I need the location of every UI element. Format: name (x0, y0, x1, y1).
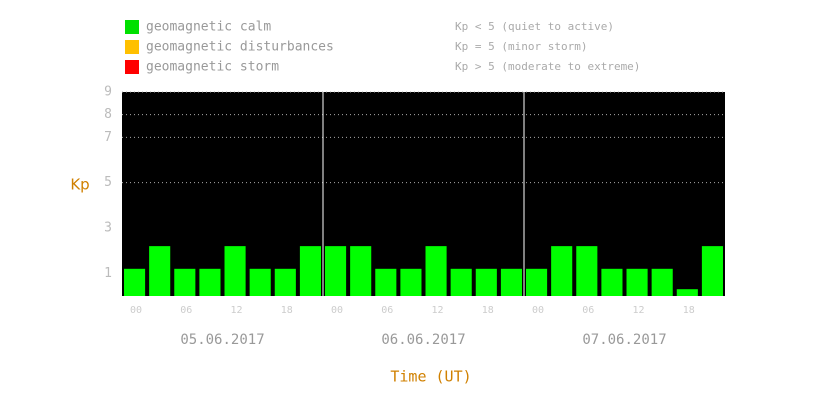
bar (601, 268, 623, 296)
legend-label: geomagnetic disturbances (146, 40, 334, 55)
bar (475, 268, 497, 296)
y-tick-label: 5 (104, 175, 112, 190)
legend-swatch (125, 20, 139, 34)
bar (124, 268, 146, 296)
bar (626, 268, 648, 296)
x-axis-label: Time (UT) (390, 368, 471, 386)
bar (576, 246, 598, 296)
legend-label: geomagnetic calm (146, 20, 271, 35)
legend-label: geomagnetic storm (146, 60, 279, 75)
bar (350, 246, 372, 296)
time-label: 12 (231, 305, 243, 316)
time-label: 00 (130, 305, 142, 316)
bar (375, 268, 397, 296)
legend-note: Kp < 5 (quiet to active) (455, 20, 614, 33)
day-label: 05.06.2017 (180, 332, 264, 348)
bar (425, 246, 447, 296)
time-label: 06 (381, 305, 393, 316)
bar (149, 246, 171, 296)
bar (651, 268, 673, 296)
bar (299, 246, 321, 296)
bar (500, 268, 522, 296)
time-label: 18 (482, 305, 494, 316)
bar (174, 268, 196, 296)
bar (701, 246, 723, 296)
time-label: 06 (582, 305, 594, 316)
bar (676, 289, 698, 296)
plot-area (122, 92, 725, 296)
time-label: 06 (180, 305, 192, 316)
legend-swatch (125, 40, 139, 54)
bar (526, 268, 548, 296)
y-tick-label: 9 (104, 85, 112, 100)
bar (274, 268, 296, 296)
day-label: 06.06.2017 (381, 332, 465, 348)
time-label: 18 (281, 305, 293, 316)
bar (249, 268, 271, 296)
legend-note: Kp = 5 (minor storm) (455, 40, 587, 53)
legend-swatch (125, 60, 139, 74)
y-tick-label: 1 (104, 266, 112, 281)
y-tick-label: 3 (104, 221, 112, 236)
bar (450, 268, 472, 296)
time-label: 12 (633, 305, 645, 316)
time-label: 18 (683, 305, 695, 316)
bar (199, 268, 221, 296)
bar (325, 246, 347, 296)
bar (400, 268, 422, 296)
time-label: 12 (432, 305, 444, 316)
bar (224, 246, 246, 296)
legend-note: Kp > 5 (moderate to extreme) (455, 60, 640, 73)
y-tick-label: 8 (104, 107, 112, 122)
y-tick-label: 7 (104, 130, 112, 145)
time-label: 00 (532, 305, 544, 316)
bar (551, 246, 573, 296)
time-label: 00 (331, 305, 343, 316)
day-label: 07.06.2017 (582, 332, 666, 348)
y-axis-label: Kp (70, 176, 89, 194)
